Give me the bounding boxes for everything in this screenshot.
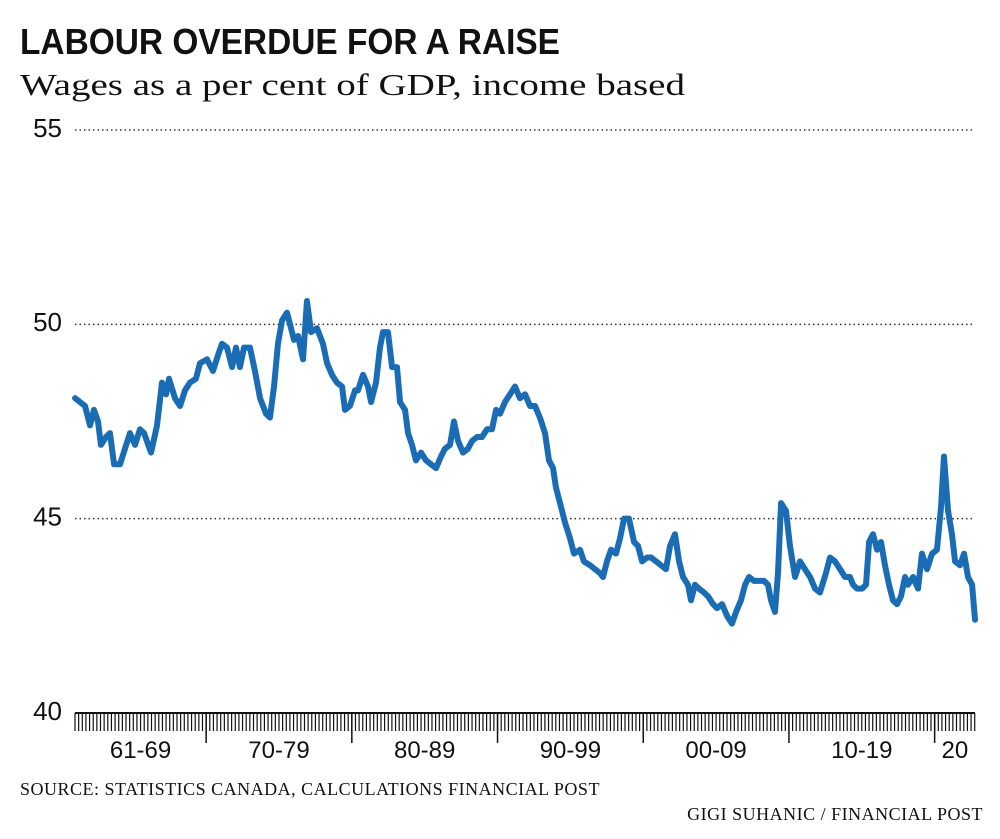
y-tick-label: 40 xyxy=(33,696,62,726)
source-note: SOURCE: STATISTICS CANADA, CALCULATIONS … xyxy=(20,779,600,799)
x-band-label: 61-69 xyxy=(110,737,171,764)
x-band-label: 80-89 xyxy=(394,737,455,764)
x-band-label: 10-19 xyxy=(831,737,892,764)
y-tick-label: 45 xyxy=(33,502,62,532)
data-line xyxy=(72,298,978,627)
credit-note: GIGI SUHANIC / FINANCIAL POST xyxy=(687,804,983,824)
y-tick-label: 55 xyxy=(33,113,62,143)
x-band-label: 20 xyxy=(941,737,968,764)
y-tick-label: 50 xyxy=(33,307,62,337)
x-band-label: 90-99 xyxy=(540,737,601,764)
x-band-label: 70-79 xyxy=(248,737,309,764)
x-band-label: 00-09 xyxy=(685,737,746,764)
chart-title: LABOUR OVERDUE FOR A RAISE xyxy=(20,21,560,62)
chart-subtitle: Wages as a per cent of GDP, income based xyxy=(20,67,686,102)
